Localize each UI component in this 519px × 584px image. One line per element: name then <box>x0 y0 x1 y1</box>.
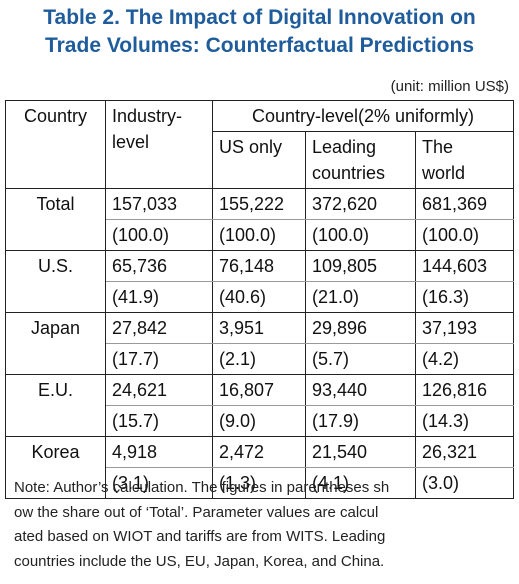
header-row: US only Leading countries The world <box>6 131 514 189</box>
share-cell: (1.3) <box>212 467 306 499</box>
value-cell: 3,951 <box>212 312 306 344</box>
value-cell: 144,603 <box>415 250 514 282</box>
value-cell: 155,222 <box>212 188 306 220</box>
header-line: The <box>422 137 454 157</box>
value-cell: 4,918 <box>105 436 213 468</box>
value-row: Total 157,033 155,222 372,620 681,369 <box>5 188 514 251</box>
value-row: Japan 27,842 3,951 29,896 37,193 <box>5 312 514 375</box>
share-row: (41.9) (40.6) (21.0) (16.3) <box>6 281 514 313</box>
header-line: countries <box>312 163 386 183</box>
title-line: Trade Volumes: Counterfactual Prediction… <box>44 34 475 57</box>
share-row: (100.0) (100.0) (100.0) (100.0) <box>6 219 514 251</box>
share-cell: (4.2) <box>415 343 514 375</box>
value-cell: 2,472 <box>212 436 306 468</box>
share-cell: (14.3) <box>415 405 514 437</box>
value-cell: 16,807 <box>212 374 306 406</box>
value-cell: 27,842 <box>105 312 213 344</box>
value-row: E.U. 24,621 16,807 93,440 126,816 <box>5 374 514 437</box>
value-cell: 93,440 <box>305 374 416 406</box>
header-line: Industry- <box>112 106 183 126</box>
value-cell: 21,540 <box>305 436 416 468</box>
share-cell: (15.7) <box>105 405 213 437</box>
share-cell: (3.1) <box>105 467 213 499</box>
share-row: (3.1) (1.3) (4.1) (3.0) <box>6 467 514 499</box>
header-cell: Industry-level <box>105 100 213 189</box>
header-cell: Country <box>5 100 106 189</box>
share-row: (15.7) (9.0) (17.9) (14.3) <box>6 405 514 437</box>
value-cell: 26,321 <box>415 436 514 468</box>
header-line: US only <box>219 137 283 157</box>
value-cell: 29,896 <box>305 312 416 344</box>
value-cell: 76,148 <box>212 250 306 282</box>
share-cell: (100.0) <box>415 219 514 251</box>
share-cell: (21.0) <box>305 281 416 313</box>
share-cell: (100.0) <box>105 219 213 251</box>
note-line: countries include the US, EU, Japan, Kor… <box>14 552 385 570</box>
note: Note: Author’s calculation. The figures … <box>14 476 509 574</box>
note-line: ated based on WIOT and tariffs are from … <box>14 528 386 545</box>
note-line: ow the share out of ‘Total’. Parameter v… <box>14 503 379 521</box>
country-cell: Korea <box>5 436 106 499</box>
share-cell: (17.9) <box>305 405 416 437</box>
header-row: Country Industry-level Country-level(2% un… <box>5 100 514 189</box>
value-cell: 65,736 <box>105 250 213 282</box>
value-cell: 109,805 <box>305 250 416 282</box>
share-cell: (2.1) <box>212 343 306 375</box>
country-cell: E.U. <box>5 374 106 437</box>
share-cell: (5.7) <box>305 343 416 375</box>
share-cell: (9.0) <box>212 405 306 437</box>
header-line: Leading <box>312 137 377 157</box>
title-line: Table 2. The Impact of Digital Innovatio… <box>43 6 476 29</box>
value-cell: 37,193 <box>415 312 514 344</box>
value-cell: 157,033 <box>105 188 213 220</box>
value-cell: 24,621 <box>105 374 213 406</box>
share-cell: (100.0) <box>305 219 416 251</box>
header-line: world <box>422 163 466 183</box>
header-line: level <box>112 132 150 152</box>
value-cell: 372,620 <box>305 188 416 220</box>
share-cell: (16.3) <box>415 281 514 313</box>
country-cell: Japan <box>5 312 106 375</box>
header-cell: Leading countries <box>305 131 416 189</box>
header-cell: The world <box>415 131 514 189</box>
note-line: Note: Author’s calculation. The figures … <box>14 479 390 496</box>
title: Table 2. The Impact of Digital Innovatio… <box>0 4 519 60</box>
share-cell: (3.0) <box>415 467 514 499</box>
value-cell: 681,369 <box>415 188 514 220</box>
table: Country Industry-level Country-level(2% un… <box>5 100 514 499</box>
value-row: U.S. 65,736 76,148 109,805 144,603 <box>5 250 514 313</box>
country-cell: U.S. <box>5 250 106 313</box>
value-row: Korea 4,918 2,472 21,540 26,321 <box>5 436 514 499</box>
share-cell: (41.9) <box>105 281 213 313</box>
share-cell: (17.7) <box>105 343 213 375</box>
share-cell: (100.0) <box>212 219 306 251</box>
share-cell: (40.6) <box>212 281 306 313</box>
unit: (unit: million US$) <box>390 78 509 95</box>
value-cell: 126,816 <box>415 374 514 406</box>
header-cell: Country-level(2% uniformly) <box>212 100 514 132</box>
header-cell: US only <box>212 131 306 189</box>
share-cell: (4.1) <box>305 467 416 499</box>
country-cell: Total <box>5 188 106 251</box>
